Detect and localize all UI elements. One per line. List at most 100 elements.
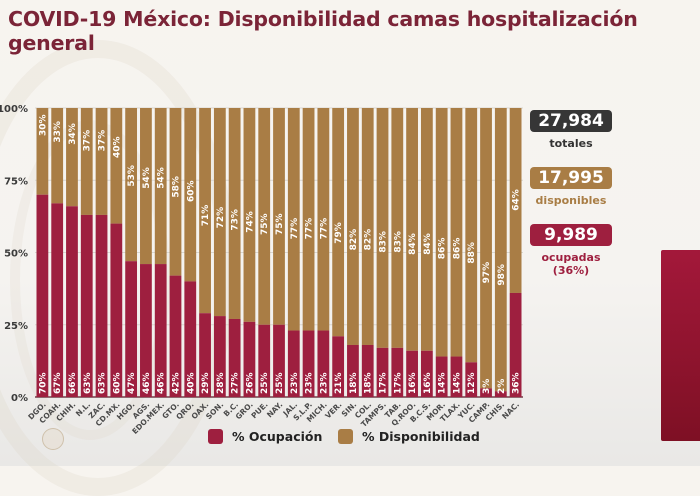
y-tick-label: 50% bbox=[4, 249, 28, 260]
bar-ocupacion bbox=[494, 391, 507, 397]
bar-label-disponibilidad: 82% bbox=[364, 229, 374, 251]
bar-disponibilidad bbox=[110, 108, 123, 224]
bar-label-ocupacion: 21% bbox=[334, 372, 344, 394]
government-seal-icon bbox=[42, 428, 64, 450]
y-tick-label: 100% bbox=[0, 104, 28, 115]
legend-disponibilidad: % Disponibilidad bbox=[338, 429, 480, 444]
stat-ocupadas-label: ocupadas (36%) bbox=[530, 251, 612, 277]
bar-label-ocupacion: 2% bbox=[497, 379, 507, 394]
bar-label-disponibilidad: 37% bbox=[83, 130, 93, 152]
bar-ocupacion bbox=[243, 321, 256, 397]
legend-label-disponibilidad: % Disponibilidad bbox=[362, 429, 480, 444]
bar-ocupacion bbox=[361, 344, 374, 397]
bar-label-disponibilidad: 54% bbox=[157, 167, 167, 189]
bar-label-disponibilidad: 77% bbox=[290, 218, 300, 240]
bar-disponibilidad bbox=[302, 108, 315, 331]
bar-label-ocupacion: 23% bbox=[305, 372, 315, 394]
bar-disponibilidad bbox=[228, 108, 241, 319]
bar-ocupacion bbox=[110, 223, 123, 397]
bar-disponibilidad bbox=[287, 108, 300, 331]
bar-label-ocupacion: 18% bbox=[349, 372, 359, 394]
bar-label-ocupacion: 63% bbox=[98, 372, 108, 394]
bar-label-disponibilidad: 54% bbox=[142, 167, 152, 189]
bar-disponibilidad bbox=[213, 108, 226, 317]
bar-label-disponibilidad: 72% bbox=[216, 207, 226, 229]
bar-label-disponibilidad: 30% bbox=[38, 114, 48, 136]
bar-label-disponibilidad: 86% bbox=[438, 238, 448, 260]
bar-ocupacion bbox=[66, 206, 78, 397]
bar-ocupacion bbox=[420, 350, 433, 397]
bar-disponibilidad bbox=[243, 108, 256, 322]
bar-label-ocupacion: 70% bbox=[38, 372, 48, 394]
bar-ocupacion bbox=[480, 388, 492, 397]
bar-disponibilidad bbox=[154, 108, 167, 265]
bar-label-disponibilidad: 77% bbox=[319, 218, 329, 240]
bar-ocupacion bbox=[509, 292, 522, 397]
y-tick-label: 75% bbox=[4, 176, 28, 187]
bar-disponibilidad bbox=[450, 108, 463, 357]
bar-label-ocupacion: 18% bbox=[364, 372, 374, 394]
bar-label-disponibilidad: 33% bbox=[53, 121, 63, 143]
bar-disponibilidad bbox=[80, 108, 93, 215]
bar-label-disponibilidad: 37% bbox=[98, 130, 108, 152]
bar-label-ocupacion: 46% bbox=[142, 372, 152, 394]
y-tick-label: 25% bbox=[4, 321, 28, 332]
bar-disponibilidad bbox=[36, 108, 49, 195]
bar-label-disponibilidad: 84% bbox=[408, 233, 418, 255]
bar-ocupacion bbox=[36, 194, 49, 397]
stat-disponibles: 17,995 disponibles bbox=[530, 167, 612, 207]
bar-disponibilidad bbox=[361, 108, 374, 345]
legend-swatch-ocupacion bbox=[208, 429, 223, 444]
bar-label-ocupacion: 23% bbox=[290, 372, 300, 394]
bar-label-disponibilidad: 97% bbox=[482, 262, 492, 284]
bar-label-disponibilidad: 98% bbox=[497, 264, 507, 286]
bar-ocupacion bbox=[258, 324, 271, 397]
bar-disponibilidad bbox=[391, 108, 404, 348]
x-tick-label: NAC. bbox=[500, 400, 521, 421]
stat-disponibles-label: disponibles bbox=[535, 194, 607, 207]
bar-disponibilidad bbox=[480, 108, 492, 389]
bar-disponibilidad bbox=[199, 108, 211, 314]
bar-label-ocupacion: 46% bbox=[157, 372, 167, 394]
bar-disponibilidad bbox=[332, 108, 345, 337]
bar-disponibilidad bbox=[125, 108, 138, 262]
bar-label-ocupacion: 40% bbox=[186, 372, 196, 394]
bar-label-ocupacion: 25% bbox=[260, 372, 270, 394]
stat-ocupadas-percent: (36%) bbox=[552, 264, 590, 277]
bar-disponibilidad bbox=[95, 108, 108, 215]
stat-ocupadas: 9,989 ocupadas (36%) bbox=[530, 224, 612, 277]
bar-label-ocupacion: 14% bbox=[438, 372, 448, 394]
bar-ocupacion bbox=[273, 324, 285, 397]
bar-label-ocupacion: 17% bbox=[379, 372, 389, 394]
bar-label-disponibilidad: 73% bbox=[231, 209, 241, 231]
bar-label-ocupacion: 67% bbox=[53, 372, 63, 394]
x-tick-label: NAY. bbox=[265, 400, 284, 419]
bar-label-disponibilidad: 40% bbox=[112, 136, 122, 158]
bar-ocupacion bbox=[199, 313, 211, 397]
bar-ocupacion bbox=[391, 347, 404, 397]
bar-disponibilidad bbox=[258, 108, 271, 325]
bar-label-ocupacion: 23% bbox=[319, 372, 329, 394]
bar-ocupacion bbox=[154, 264, 167, 397]
bar-label-disponibilidad: 88% bbox=[467, 242, 477, 264]
y-tick-label: 0% bbox=[11, 393, 28, 404]
bar-ocupacion bbox=[465, 362, 478, 397]
bar-label-disponibilidad: 75% bbox=[275, 213, 285, 235]
page-title: COVID-19 México: Disponibilidad camas ho… bbox=[8, 7, 638, 55]
bar-disponibilidad bbox=[509, 108, 522, 293]
bar-label-ocupacion: 25% bbox=[275, 372, 285, 394]
bar-label-disponibilidad: 84% bbox=[423, 233, 433, 255]
bar-label-ocupacion: 12% bbox=[467, 372, 477, 394]
bar-label-disponibilidad: 74% bbox=[245, 211, 255, 233]
bar-ocupacion bbox=[450, 356, 463, 397]
bar-ocupacion bbox=[317, 330, 330, 397]
bar-label-disponibilidad: 53% bbox=[127, 165, 137, 187]
bar-label-ocupacion: 28% bbox=[216, 372, 226, 394]
legend-swatch-disponibilidad bbox=[338, 429, 353, 444]
bar-label-ocupacion: 26% bbox=[245, 372, 255, 394]
bar-ocupacion bbox=[95, 214, 108, 397]
bar-label-disponibilidad: 58% bbox=[171, 176, 181, 198]
bar-label-disponibilidad: 34% bbox=[68, 123, 78, 145]
bar-disponibilidad bbox=[273, 108, 285, 325]
bar-ocupacion bbox=[435, 356, 448, 397]
